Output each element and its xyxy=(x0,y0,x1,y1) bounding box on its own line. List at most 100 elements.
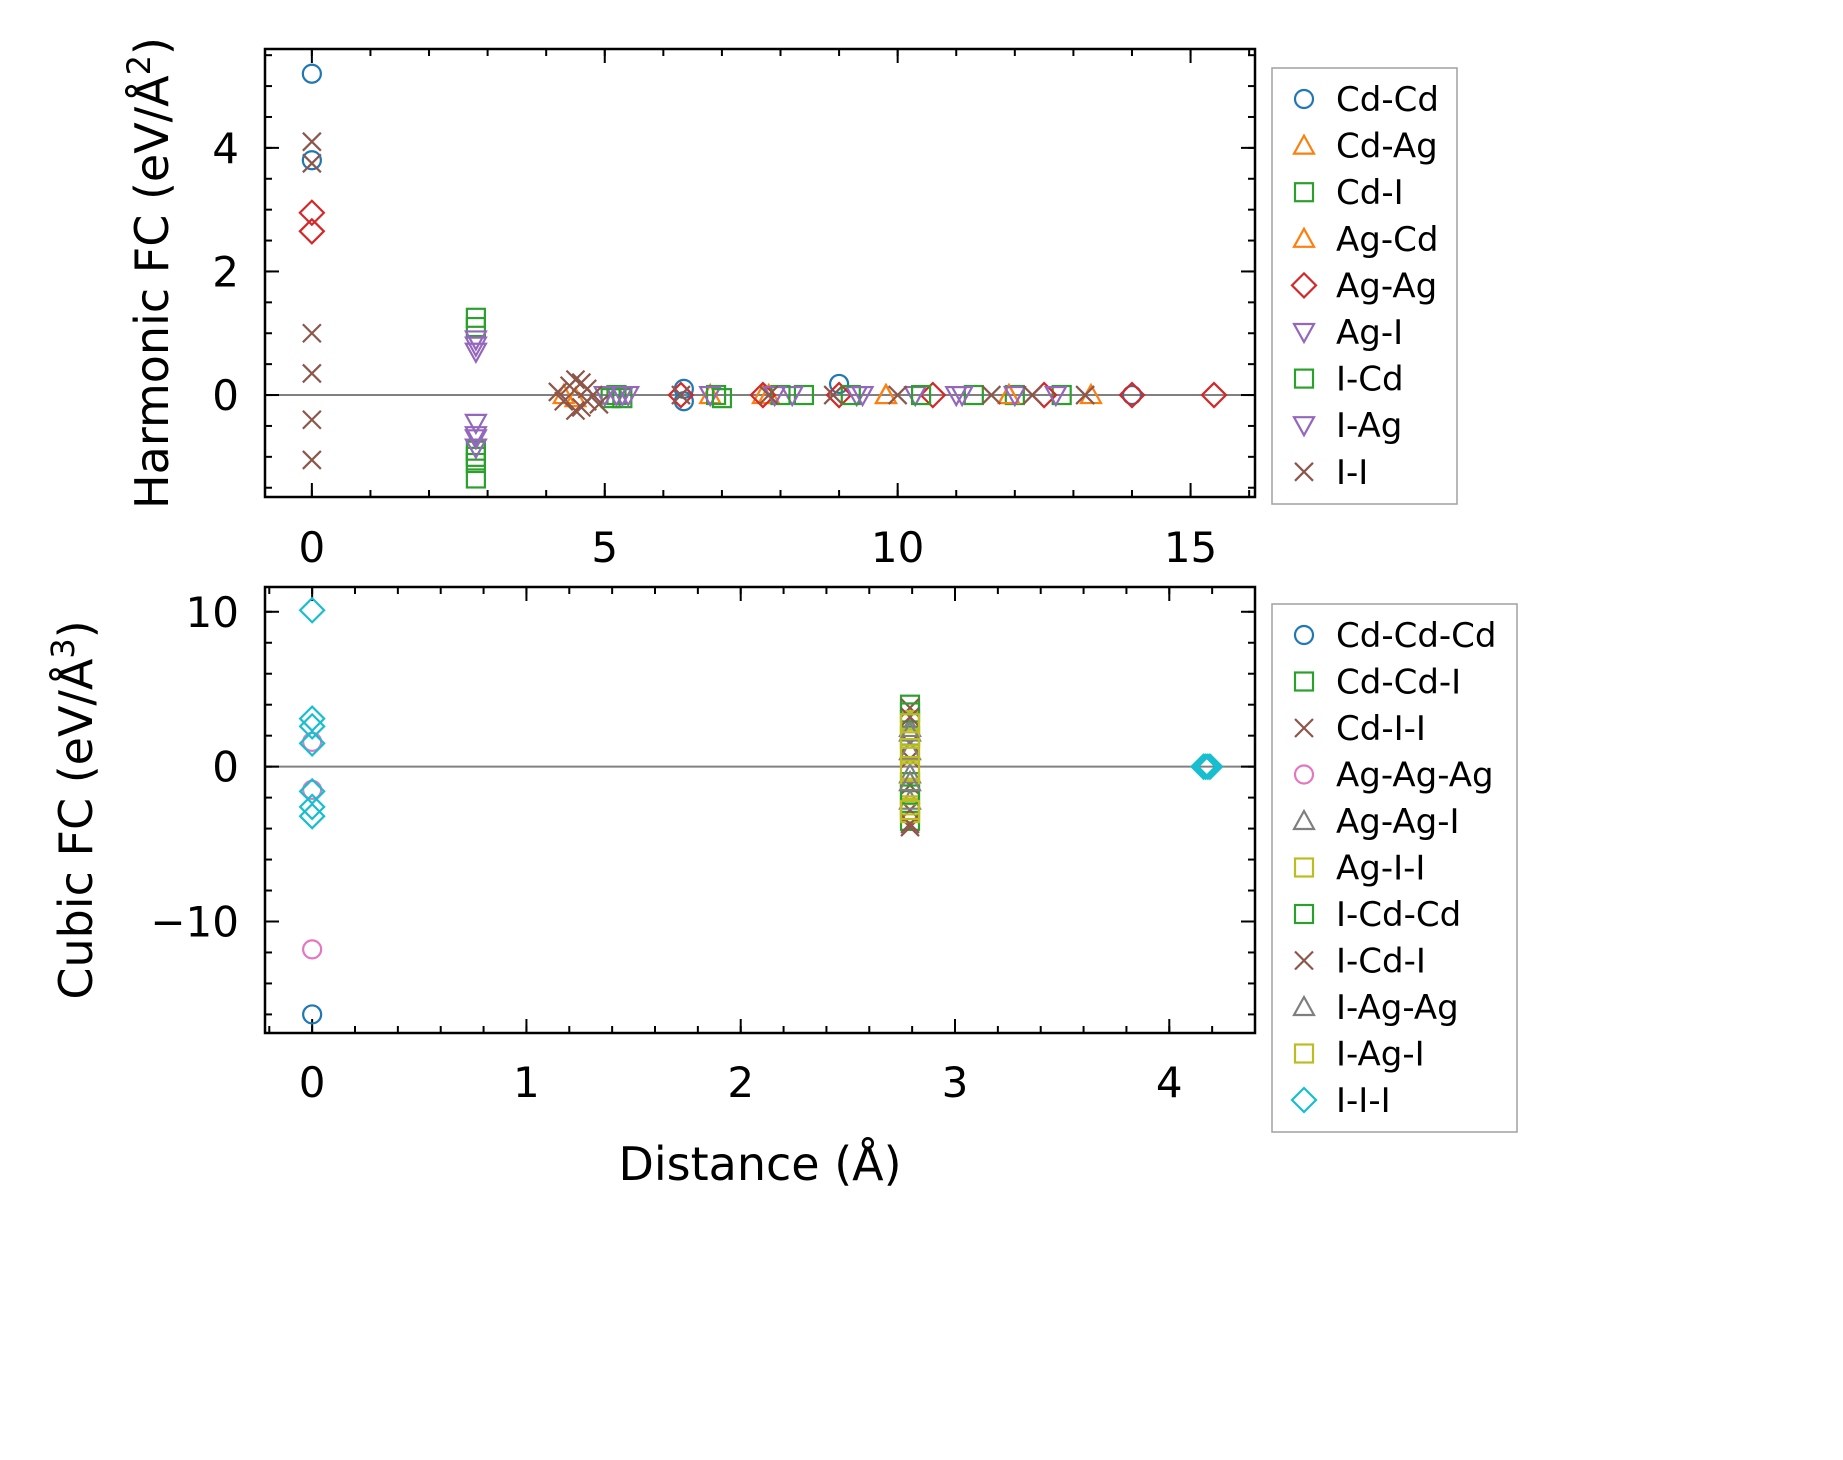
point-ag-ag xyxy=(825,381,853,409)
point-i-cd-cd xyxy=(899,784,921,805)
point-i-i xyxy=(302,153,322,174)
point-ag-ag-i xyxy=(898,715,922,738)
legend-marker-ag-i xyxy=(1292,322,1316,345)
point-ag-cd xyxy=(874,382,898,405)
cubic-points xyxy=(298,596,1224,1025)
cubic-ylabel-close: ) xyxy=(49,620,103,638)
point-ag-ag-i xyxy=(898,738,922,761)
legend-marker-i-cd-cd xyxy=(1293,903,1315,925)
x-axis-label: Distance (Å) xyxy=(618,1137,901,1191)
cubic-ylabel: Cubic FC (eV/Å3) xyxy=(44,620,103,999)
point-ag-ag xyxy=(667,381,695,409)
legend-label: Cd-I xyxy=(1336,173,1404,213)
harmonic-xtick-label: 15 xyxy=(1164,523,1217,572)
legend-item-i-ag: I-Ag xyxy=(1292,406,1402,446)
point-cd-i xyxy=(465,316,486,338)
series-ag-i xyxy=(464,330,1027,448)
point-i-ag xyxy=(592,385,617,408)
legend-item-cd-i-i: Cd-I-I xyxy=(1294,709,1426,749)
point-i-i xyxy=(565,400,586,421)
point-i-i xyxy=(1022,385,1043,405)
point-ag-ag xyxy=(1200,381,1228,409)
point-ag-i xyxy=(1002,385,1027,408)
legend-item-i-ag-ag: I-Ag-Ag xyxy=(1292,988,1459,1028)
legend-item-i-ag-i: I-Ag-I xyxy=(1293,1035,1425,1075)
harmonic-ylabel-sup: 2 xyxy=(120,55,158,75)
legend-label: I-Cd xyxy=(1336,360,1404,400)
point-i-i xyxy=(589,394,609,415)
point-i-i xyxy=(823,385,844,405)
point-i-ag xyxy=(950,385,974,408)
point-i-ag-ag xyxy=(898,769,922,792)
legend-label: Ag-Ag-Ag xyxy=(1336,756,1494,796)
legend-item-i-cd-i: I-Cd-I xyxy=(1294,942,1426,982)
legend-label: I-I-I xyxy=(1336,1081,1391,1121)
legend-label: Cd-Cd-I xyxy=(1336,663,1461,703)
point-i-i xyxy=(302,450,322,470)
series-i-cd xyxy=(465,384,932,467)
point-i-i xyxy=(302,323,322,344)
series-i-i xyxy=(302,131,1095,470)
legend-item-ag-i: Ag-I xyxy=(1292,313,1403,353)
harmonic-ytick-label: 0 xyxy=(212,371,239,420)
legend-label: I-Ag xyxy=(1336,406,1402,446)
legend-marker-ag-ag-ag xyxy=(1293,764,1315,785)
point-i-i xyxy=(548,382,568,402)
point-ag-cd xyxy=(997,382,1021,405)
legend-label: Ag-Ag-I xyxy=(1336,802,1460,842)
series-i-ag xyxy=(464,342,1068,460)
legend-item-ag-i-i: Ag-I-I xyxy=(1293,849,1425,889)
legend-marker-cd-cd xyxy=(1293,88,1315,110)
series-cd-cd-cd xyxy=(302,756,1216,1025)
point-i-i-i xyxy=(298,729,326,757)
legend-marker-cd-i xyxy=(1293,182,1315,203)
point-ag-ag-i xyxy=(898,762,922,784)
harmonic-xtick-label: 10 xyxy=(871,523,924,572)
harmonic-xtick-label: 5 xyxy=(591,523,618,572)
cubic-ytick-label: 10 xyxy=(186,588,239,637)
point-i-cd-i xyxy=(900,707,920,727)
point-i-i xyxy=(671,385,691,405)
series-cd-cd xyxy=(301,63,1143,412)
legend-label: Cd-Cd-Cd xyxy=(1336,616,1497,656)
point-i-i xyxy=(1075,385,1095,405)
legend-item-i-i-i: I-I-I xyxy=(1290,1081,1391,1121)
legend-label: Cd-Ag xyxy=(1336,127,1438,167)
point-i-i xyxy=(302,409,322,430)
cubic-minor-ticks xyxy=(265,587,1256,1033)
harmonic-ylabel-close: ) xyxy=(125,37,179,55)
cubic-xtick-label: 0 xyxy=(299,1058,326,1107)
legend-marker-cd-i-i xyxy=(1294,718,1314,738)
legend-label: Ag-Ag xyxy=(1336,266,1437,306)
harmonic-legend: Cd-Cd Cd-Ag Cd-I Ag-Cd Ag-Ag Ag-I I-Cd I-Ag I-I xyxy=(1271,67,1458,505)
legend-marker-i-cd xyxy=(1293,368,1315,389)
point-ag-ag-ag xyxy=(302,939,323,960)
point-i-cd xyxy=(910,384,932,406)
point-cd-cd xyxy=(301,63,322,84)
legend-marker-cd-cd-cd xyxy=(1293,624,1315,646)
point-i-ag-i xyxy=(899,713,921,734)
point-ag-i xyxy=(464,330,488,352)
legend-label: I-Cd-I xyxy=(1336,942,1426,982)
point-i-i xyxy=(302,131,322,152)
legend-marker-i-ag xyxy=(1292,416,1316,438)
legend-marker-i-ag-ag xyxy=(1292,994,1316,1017)
point-i-ag-i xyxy=(899,799,921,821)
legend-item-i-i: I-I xyxy=(1294,453,1368,493)
legend-item-ag-ag-i: Ag-Ag-I xyxy=(1292,802,1460,842)
point-ag-ag xyxy=(298,217,326,245)
legend-marker-cd-ag xyxy=(1292,133,1316,155)
legend-item-ag-cd: Ag-Cd xyxy=(1292,220,1438,260)
legend-item-cd-cd-i: Cd-Cd-I xyxy=(1293,663,1461,703)
point-i-i-i xyxy=(298,596,326,624)
point-ag-ag xyxy=(1118,381,1146,409)
cubic-xtick-label: 4 xyxy=(1156,1058,1183,1107)
harmonic-ylabel: Harmonic FC (eV/Å2) xyxy=(120,37,179,509)
harmonic-ylabel-main: Harmonic FC (eV/Å xyxy=(125,75,179,509)
point-cd-cd-cd xyxy=(302,1004,323,1025)
legend-label: I-I xyxy=(1336,453,1368,493)
point-ag-i-i xyxy=(899,759,921,780)
point-i-i xyxy=(553,391,574,411)
